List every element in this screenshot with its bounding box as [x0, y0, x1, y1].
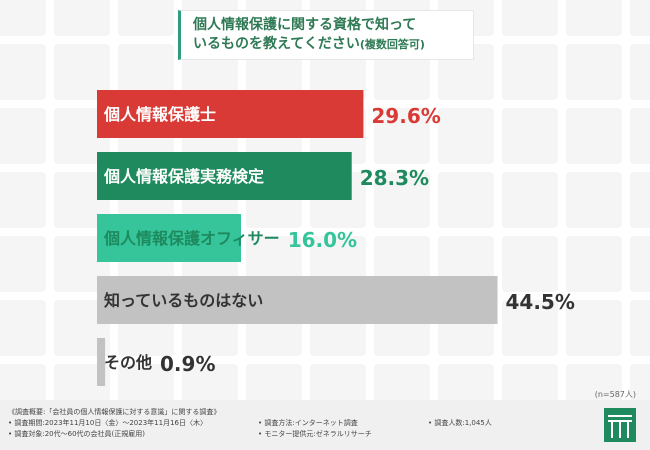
background-tile — [182, 364, 238, 400]
background-tile — [0, 300, 46, 356]
background-tile — [310, 364, 366, 400]
background-tile — [0, 236, 46, 292]
bar-label: その他 — [104, 353, 152, 372]
background-tile — [630, 172, 650, 228]
bar — [97, 338, 106, 386]
chart-title: 個人情報保護に関する資格で知って いるものを教えてください(複数回答可) — [178, 10, 474, 60]
background-tile — [118, 0, 174, 36]
background-tile — [566, 0, 622, 36]
background-tile — [502, 44, 558, 100]
footer-period: • 調査期間:2023年11月10日〈金〉～2023年11月16日〈木〉 — [8, 419, 207, 427]
bar-label: 個人情報保護実務検定 — [103, 167, 264, 186]
background-tile — [374, 108, 430, 164]
title-line-2-text: いるものを教えてください — [193, 36, 360, 52]
background-tile — [630, 364, 650, 400]
footer-target: • 調査対象:20代～60代の会社員(正規雇用) — [8, 430, 145, 438]
background-tile — [374, 364, 430, 400]
survey-footer: 《調査概要:「会社員の個人情報保護に対する意識」に関する調査》 • 調査期間:2… — [0, 400, 650, 450]
footer-provider: • モニター提供元:ゼネラルリサーチ — [258, 430, 372, 438]
value-label: 16.0% — [288, 228, 357, 252]
footer-count: • 調査人数:1,045人 — [428, 419, 492, 427]
background-tile — [118, 364, 174, 400]
value-label: 0.9% — [160, 352, 215, 376]
background-tile — [630, 108, 650, 164]
bar — [97, 276, 498, 324]
background-tile — [630, 236, 650, 292]
bar-label: 個人情報保護オフィサー — [103, 229, 280, 248]
background-tile — [502, 108, 558, 164]
background-tile — [0, 44, 46, 100]
background-tile — [374, 172, 430, 228]
company-logo-icon — [604, 408, 636, 442]
background-tile — [54, 44, 110, 100]
background-tile — [566, 364, 622, 400]
bar-label: 個人情報保護士 — [103, 105, 216, 124]
background-tile — [566, 300, 622, 356]
background-tile — [118, 44, 174, 100]
value-label: 29.6% — [371, 104, 440, 128]
bar-chart: 個人情報保護士 29.6% 個人情報保護実務検定 28.3% 個人情報保護オフィサー 16… — [97, 90, 575, 386]
background-tile — [0, 172, 46, 228]
title-note: (複数回答可) — [359, 38, 425, 51]
background-tile — [54, 364, 110, 400]
background-tile — [630, 0, 650, 36]
footer-overview: 《調査概要:「会社員の個人情報保護に対する意識」に関する調査》 — [8, 408, 221, 416]
background-tile — [502, 172, 558, 228]
title-line-1: 個人情報保護に関する資格で知って — [193, 17, 417, 33]
bar — [97, 152, 352, 200]
value-label: 28.3% — [360, 166, 429, 190]
background-tile — [438, 108, 494, 164]
background-tile — [0, 0, 46, 36]
background-tile — [630, 300, 650, 356]
background-tile — [566, 172, 622, 228]
bar-label: 知っているものはない — [104, 291, 263, 310]
background-tile — [54, 108, 110, 164]
background-tile — [0, 364, 46, 400]
background-tile — [54, 172, 110, 228]
value-label: 44.5% — [506, 290, 575, 314]
sample-size-note: (n=587人) — [594, 390, 636, 399]
background-tile — [502, 300, 558, 356]
background-tile — [566, 108, 622, 164]
background-tile — [502, 0, 558, 36]
background-tile — [54, 300, 110, 356]
background-tile — [54, 236, 110, 292]
background-tile — [630, 44, 650, 100]
footer-method: • 調査方法:インターネット調査 — [258, 419, 358, 427]
background-tile — [438, 364, 494, 400]
background-tile — [502, 364, 558, 400]
background-tile — [566, 236, 622, 292]
background-tile — [54, 0, 110, 36]
bar — [97, 214, 241, 262]
background-tile — [246, 364, 302, 400]
bar — [97, 90, 364, 138]
background-tile — [438, 172, 494, 228]
title-line-2: いるものを教えてください(複数回答可) — [193, 35, 473, 54]
background-tile — [566, 44, 622, 100]
background-tile — [0, 108, 46, 164]
background-tile — [502, 236, 558, 292]
